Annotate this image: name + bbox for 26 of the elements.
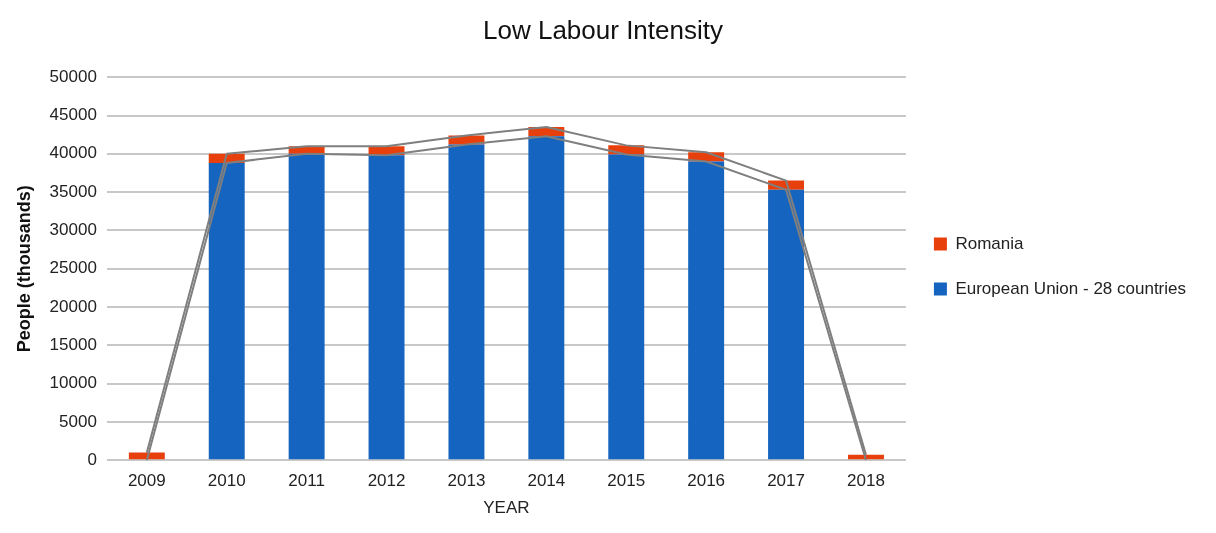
x-tick-label: 2013 xyxy=(447,471,486,491)
y-tick-label: 15000 xyxy=(49,334,97,354)
y-axis-title: People (thousands) xyxy=(13,185,34,353)
y-tick-label: 40000 xyxy=(49,143,97,163)
x-tick-label: 2014 xyxy=(527,471,566,491)
x-tick-label: 2010 xyxy=(207,471,246,491)
y-tick-label: 50000 xyxy=(49,66,97,86)
y-tick-label: 10000 xyxy=(49,373,97,393)
y-tick-label: 0 xyxy=(87,449,97,469)
y-tick-label: 20000 xyxy=(49,296,97,316)
legend-label: Romania xyxy=(955,233,1024,253)
x-tick-label: 2012 xyxy=(367,471,406,491)
x-tick-label: 2009 xyxy=(127,471,166,491)
x-tick-label: 2015 xyxy=(607,471,646,491)
y-tick-label: 35000 xyxy=(49,181,97,201)
x-tick-label: 2011 xyxy=(288,471,325,491)
x-axis-title: YEAR xyxy=(483,498,530,518)
x-tick-label: 2016 xyxy=(687,471,726,491)
y-tick-label: 45000 xyxy=(49,105,97,125)
chart-title: Low Labour Intensity xyxy=(483,14,723,45)
y-tick-label: 25000 xyxy=(49,258,97,278)
x-tick-label: 2017 xyxy=(767,471,805,491)
x-tick-label: 2018 xyxy=(847,471,885,491)
y-tick-label: 30000 xyxy=(49,220,97,240)
legend-label: European Union - 28 countries xyxy=(955,278,1187,298)
y-tick-label: 5000 xyxy=(59,411,97,431)
